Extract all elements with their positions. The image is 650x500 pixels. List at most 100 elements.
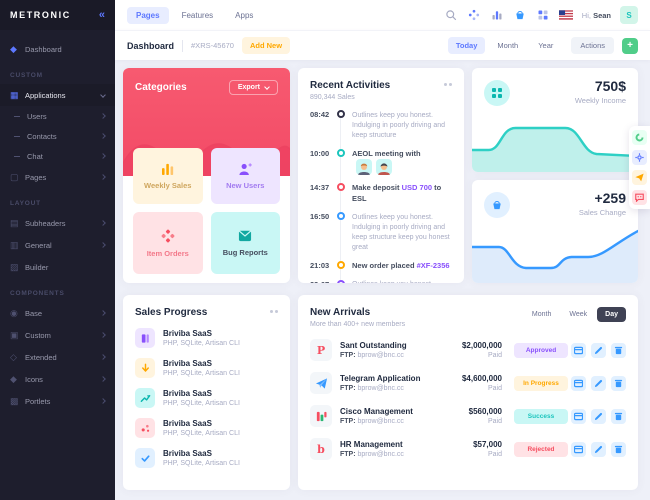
sidebar-item-extended[interactable]: ◇ Extended: [0, 346, 115, 368]
range-tab-month[interactable]: Month: [497, 41, 519, 50]
timeline-item: 16:50 Outlines keep you honest. Indulgin…: [310, 212, 452, 253]
avatar[interactable]: [356, 159, 372, 176]
language-flag-icon[interactable]: [558, 8, 573, 22]
sidebar-item-applications[interactable]: ▦ Applications: [0, 84, 115, 106]
tab-pages[interactable]: Pages: [127, 6, 169, 24]
quick-actions-icon[interactable]: [467, 8, 481, 22]
range-tab-year[interactable]: Year: [538, 41, 554, 50]
progress-item[interactable]: Briviba SaaS PHP, SQLite, Artisan CLI: [135, 448, 278, 468]
card-details-button[interactable]: [571, 342, 586, 358]
new-arrivals-subtitle: More than 400+ new members: [310, 321, 406, 328]
arrival-name[interactable]: Telegram Application: [340, 374, 421, 383]
recent-activities-subtitle: 890,344 Sales: [310, 94, 355, 101]
sidebar-item-subheaders[interactable]: ▤ Subheaders: [0, 212, 115, 234]
sidebar-collapse-icon[interactable]: «: [98, 8, 105, 21]
tile-weekly-sales[interactable]: Weekly Sales: [133, 148, 203, 204]
tile-bug-reports[interactable]: Bug Reports: [210, 212, 280, 274]
chart-up-icon: [135, 388, 155, 408]
card-details-button[interactable]: [571, 375, 586, 391]
delete-button[interactable]: [611, 408, 626, 424]
delete-button[interactable]: [611, 342, 626, 358]
range-tab-today[interactable]: Today: [447, 37, 486, 54]
sidebar-item-custom[interactable]: ▣ Custom: [0, 324, 115, 346]
avatar[interactable]: [376, 159, 392, 176]
arrival-name[interactable]: HR Management: [340, 440, 403, 449]
export-button[interactable]: Export: [228, 80, 278, 95]
arrival-name[interactable]: Cisco Management: [340, 407, 413, 416]
timeline-item: 14:37 Make deposit USD 700 to ESL: [310, 183, 452, 204]
timeline-dot: [337, 212, 345, 221]
basket-icon[interactable]: [513, 8, 527, 22]
new-users-icon: [239, 162, 253, 175]
sidebar-item-base[interactable]: ◉ Base: [0, 302, 115, 324]
weekly-income-value: 750$: [594, 78, 626, 94]
search-icon[interactable]: [444, 8, 458, 22]
subheader-actions: Today Month Year Actions +: [447, 37, 638, 54]
section-label-custom: Custom: [10, 72, 43, 79]
sales-change-card: +259 Sales Change: [472, 179, 638, 283]
delete-button[interactable]: [611, 375, 626, 391]
tab-week[interactable]: Week: [569, 311, 588, 318]
progress-item-desc: PHP, SQLite, Artisan CLI: [163, 370, 240, 377]
sidebar-item-builder[interactable]: ▨ Builder: [0, 256, 115, 278]
card-details-button[interactable]: [571, 408, 586, 424]
edit-button[interactable]: [591, 441, 606, 457]
tab-month[interactable]: Month: [531, 311, 552, 318]
sidebar-item-portlets[interactable]: ▩ Portlets: [0, 390, 115, 412]
sidebar-item-chat[interactable]: Chat: [0, 146, 115, 166]
categories-title: Categories: [135, 82, 187, 93]
add-button[interactable]: +: [622, 37, 638, 54]
deposit-amount[interactable]: USD 700: [401, 183, 433, 193]
more-menu-icon[interactable]: [270, 310, 278, 313]
arrival-amount: $57,000: [473, 440, 502, 449]
progress-item-desc: PHP, SQLite, Artisan CLI: [163, 460, 240, 467]
timeline-time: 21:03: [310, 261, 330, 271]
sidebar-item-contacts[interactable]: Contacts: [0, 126, 115, 146]
arrival-row: P Sant Outstanding FTP: bprow@bnc.cc $2,…: [310, 339, 626, 361]
progress-item[interactable]: Briviba SaaS PHP, SQLite, Artisan CLI: [135, 358, 278, 378]
sidebar-item-pages[interactable]: ▢ Pages: [0, 166, 115, 188]
arrival-name[interactable]: Sant Outstanding: [340, 341, 407, 350]
apps-grid-icon[interactable]: [536, 8, 550, 22]
sidebar-item-general[interactable]: ▥ General: [0, 234, 115, 256]
sidebar-item-icons[interactable]: ◆ Icons: [0, 368, 115, 390]
chat-icon[interactable]: [632, 190, 647, 205]
tab-apps[interactable]: Apps: [235, 10, 254, 20]
paper-plane-icon[interactable]: [632, 170, 647, 185]
recent-activities-card: Recent Activities 890,344 Sales 08:42 Ou…: [298, 68, 464, 283]
subheaders-icon: ▤: [10, 217, 19, 228]
tab-day[interactable]: Day: [597, 307, 626, 322]
delete-button[interactable]: [611, 441, 626, 457]
progress-item[interactable]: Briviba SaaS PHP, SQLite, Artisan CLI: [135, 418, 278, 438]
order-number-link[interactable]: #XF-2356: [416, 261, 450, 271]
logo-letter: P: [316, 343, 326, 357]
tile-item-orders[interactable]: Item Orders: [133, 212, 203, 274]
more-menu-icon[interactable]: [444, 83, 452, 86]
doughnut-chart-icon[interactable]: [632, 130, 647, 145]
logo-letter: b: [317, 442, 325, 456]
timeline-item: 08:42 Outlines keep you honest. Indulgin…: [310, 110, 452, 141]
edit-button[interactable]: [591, 375, 606, 391]
chevron-right-icon: [100, 398, 106, 404]
actions-button[interactable]: Actions: [571, 37, 614, 54]
progress-item[interactable]: Briviba SaaS PHP, SQLite, Artisan CLI: [135, 328, 278, 348]
tile-new-users[interactable]: New Users: [210, 148, 280, 204]
progress-item[interactable]: Briviba SaaS PHP, SQLite, Artisan CLI: [135, 388, 278, 408]
sidebar-item-users[interactable]: Users: [0, 106, 115, 126]
edit-button[interactable]: [591, 342, 606, 358]
statistics-icon[interactable]: [490, 8, 504, 22]
add-new-button[interactable]: Add New: [241, 37, 291, 54]
timeline-time: 10:00: [310, 148, 330, 158]
ftp-label: FTP:: [340, 418, 356, 425]
gear-icon[interactable]: [632, 150, 647, 165]
tab-features[interactable]: Features: [181, 10, 214, 20]
card-details-button[interactable]: [571, 441, 586, 457]
row-actions: [571, 342, 626, 358]
edit-button[interactable]: [591, 408, 606, 424]
chevron-right-icon: [100, 332, 106, 338]
chevron-right-icon: [100, 376, 106, 382]
sales-change-value: +259: [594, 189, 626, 206]
chevron-right-icon: [100, 242, 106, 248]
sidebar-item-dashboard[interactable]: ◆ Dashboard: [0, 38, 115, 60]
user-avatar[interactable]: S: [620, 6, 638, 24]
